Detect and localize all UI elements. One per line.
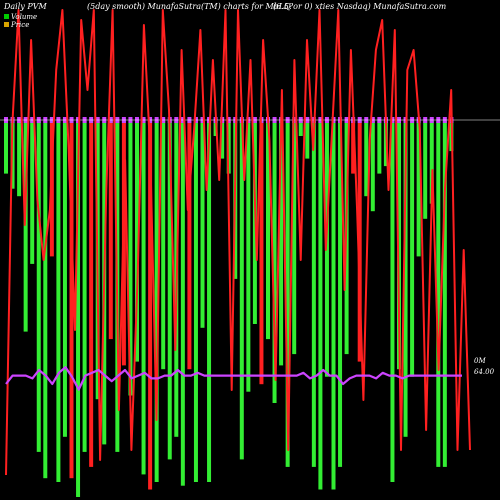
- volume-bars: [4, 121, 454, 497]
- volume-bar: [148, 121, 153, 490]
- volume-bar: [23, 121, 28, 332]
- volume-bar: [311, 121, 316, 467]
- volume-bar: [17, 121, 22, 197]
- legend-swatch-price: [4, 22, 9, 27]
- volume-bar: [154, 121, 159, 482]
- volume-bar: [4, 121, 8, 174]
- volume-bar: [370, 121, 375, 212]
- volume-bar: [357, 121, 362, 362]
- volume-bar: [239, 121, 244, 460]
- volume-bar: [298, 121, 303, 136]
- volume-bar: [390, 121, 395, 482]
- chart-title-right: (6.5?or 0) xties Nasdaq) MunafaSutra.com: [273, 2, 447, 11]
- volume-bar: [246, 121, 251, 392]
- volume-bar: [62, 121, 67, 437]
- volume-bar: [82, 121, 87, 452]
- pvm-line: [5, 366, 462, 391]
- volume-bar: [423, 121, 428, 219]
- volume-bar: [266, 121, 270, 340]
- volume-zero-label: 0M: [474, 357, 486, 365]
- volume-bar: [161, 121, 166, 370]
- volume-bar: [410, 121, 415, 377]
- legend-label-volume: Volume: [11, 13, 37, 21]
- volume-bar: [436, 121, 441, 467]
- volume-bar: [193, 121, 198, 482]
- legend-swatch-volume: [4, 14, 9, 19]
- volume-bar: [364, 121, 369, 197]
- volume-bar: [220, 121, 225, 159]
- volume-bar: [331, 121, 336, 490]
- volume-bar: [324, 121, 329, 377]
- volume-bar: [259, 121, 264, 385]
- volume-bar: [338, 121, 343, 467]
- volume-bar: [69, 121, 74, 479]
- volume-bar: [377, 121, 382, 174]
- price-axis-label: 64.00: [474, 368, 495, 376]
- chart-title-center: (5day smooth) MunafaSutra(TM) charts for…: [87, 2, 291, 11]
- volume-bar: [89, 121, 94, 467]
- volume-bar: [76, 121, 81, 497]
- volume-bar: [429, 121, 434, 204]
- legend-label-price: Price: [10, 21, 29, 29]
- volume-bar: [135, 121, 139, 362]
- volume-bar: [272, 121, 277, 403]
- price-line: [5, 9, 471, 476]
- volume-bar: [292, 121, 297, 355]
- volume-bar: [56, 121, 61, 482]
- volume-bar: [397, 121, 401, 370]
- volume-bar: [279, 121, 284, 366]
- volume-bar: [351, 121, 356, 174]
- volume-bar: [200, 121, 205, 328]
- volume-bar: [285, 121, 290, 467]
- volume-bar: [403, 121, 408, 437]
- volume-bar: [128, 121, 133, 396]
- volume-bar: [318, 121, 323, 490]
- volume-bar: [167, 121, 172, 460]
- volume-bar: [416, 121, 421, 257]
- volume-bar: [43, 121, 48, 479]
- volume-bar: [305, 121, 310, 159]
- volume-bar: [30, 121, 35, 264]
- volume-bar: [36, 121, 41, 452]
- volume-bar: [108, 121, 113, 340]
- chart-title-left: Daily PVM: [3, 2, 48, 11]
- volume-bar: [442, 121, 447, 467]
- volume-bar: [207, 121, 212, 482]
- volume-bar: [180, 121, 185, 486]
- volume-bar: [187, 121, 192, 370]
- volume-bar: [141, 121, 146, 475]
